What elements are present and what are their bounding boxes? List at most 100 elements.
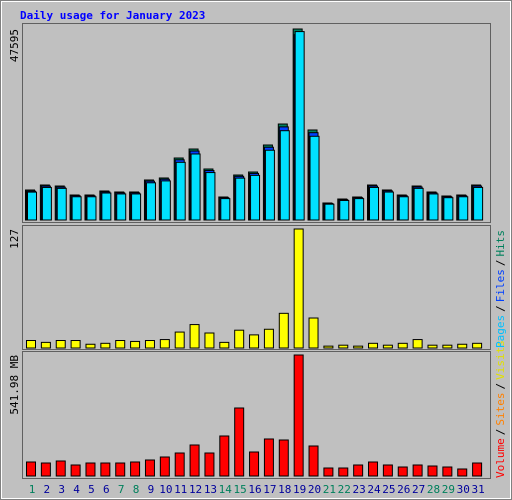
bar — [40, 341, 51, 349]
x-tick-label: 18 — [278, 483, 291, 496]
bar — [250, 174, 261, 221]
bar — [308, 317, 319, 349]
bar — [71, 196, 82, 221]
bar — [368, 461, 379, 477]
x-tick-label: 6 — [103, 483, 110, 496]
bar — [55, 340, 66, 349]
bar — [101, 192, 112, 221]
bar — [144, 459, 155, 477]
x-tick-label: 3 — [58, 483, 65, 496]
bar — [85, 462, 96, 477]
bar — [398, 196, 409, 221]
x-tick-label: 29 — [442, 483, 455, 496]
bar — [116, 193, 127, 221]
y-tick-label: 47595 — [8, 29, 21, 62]
bar — [413, 187, 424, 221]
x-tick-label: 17 — [263, 483, 276, 496]
x-tick-label: 8 — [133, 483, 140, 496]
x-tick-label: 28 — [427, 483, 440, 496]
bar — [235, 177, 246, 221]
bar — [159, 339, 170, 349]
bar — [442, 344, 453, 349]
bar — [85, 343, 96, 349]
bar — [293, 354, 304, 477]
bar — [339, 199, 350, 221]
bar — [219, 435, 230, 477]
bar — [458, 196, 469, 221]
legend: Pages / Files / Hits — [494, 230, 507, 348]
x-tick-label: 14 — [219, 483, 233, 496]
x-tick-label: 24 — [367, 483, 381, 496]
x-tick-label: 22 — [338, 483, 351, 496]
bar — [205, 172, 216, 221]
bar — [293, 228, 304, 349]
bar — [324, 203, 335, 221]
bar — [309, 135, 320, 221]
bar — [338, 344, 349, 349]
bar — [263, 328, 274, 349]
bar — [249, 451, 260, 477]
bar — [278, 312, 289, 349]
x-tick-label: 21 — [323, 483, 336, 496]
bar — [70, 340, 81, 349]
bar — [174, 331, 185, 349]
x-tick-label: 11 — [174, 483, 187, 496]
bar — [294, 31, 305, 221]
bar — [457, 468, 468, 477]
bar — [472, 342, 483, 349]
bar — [472, 462, 483, 477]
x-tick-label: 7 — [118, 483, 125, 496]
bar — [354, 198, 365, 221]
legend-label: Visits — [494, 340, 507, 380]
bar — [100, 342, 111, 349]
bar — [130, 461, 141, 477]
bar — [234, 407, 245, 477]
bar — [160, 180, 171, 221]
bar — [264, 149, 275, 221]
bar — [369, 186, 380, 221]
bar — [220, 198, 231, 221]
bar — [26, 461, 36, 477]
bar — [26, 340, 36, 349]
legend-separator: / — [494, 305, 507, 312]
bar — [368, 342, 379, 349]
bar — [189, 444, 200, 477]
bar — [412, 464, 423, 477]
y-tick-label: 541.98 MB — [8, 355, 21, 415]
bar — [56, 187, 67, 221]
bar — [473, 186, 484, 221]
x-tick-label: 10 — [159, 483, 172, 496]
bar — [86, 196, 97, 221]
panel — [22, 225, 491, 350]
bar — [204, 452, 215, 477]
bar — [40, 462, 51, 477]
x-tick-label: 19 — [293, 483, 306, 496]
legend-separator: / — [494, 260, 507, 267]
bar — [159, 456, 170, 477]
x-tick-label: 25 — [382, 483, 395, 496]
bar — [457, 343, 468, 349]
bar — [234, 329, 245, 349]
bar — [427, 465, 438, 477]
bar — [175, 161, 186, 221]
x-tick-label: 20 — [308, 483, 321, 496]
bar — [308, 445, 319, 477]
x-tick-label: 16 — [248, 483, 261, 496]
bar — [144, 340, 155, 349]
bar — [353, 464, 364, 477]
bar — [174, 452, 185, 477]
bar — [279, 130, 290, 221]
bar — [189, 324, 200, 349]
bar — [219, 341, 230, 349]
x-tick-label: 13 — [204, 483, 217, 496]
x-tick-label: 26 — [397, 483, 410, 496]
bar — [249, 334, 260, 349]
bar — [278, 439, 289, 477]
bar — [323, 467, 334, 477]
bar — [130, 340, 141, 349]
bar — [204, 332, 215, 349]
x-tick-label: 1 — [29, 483, 36, 496]
bar — [353, 345, 364, 349]
